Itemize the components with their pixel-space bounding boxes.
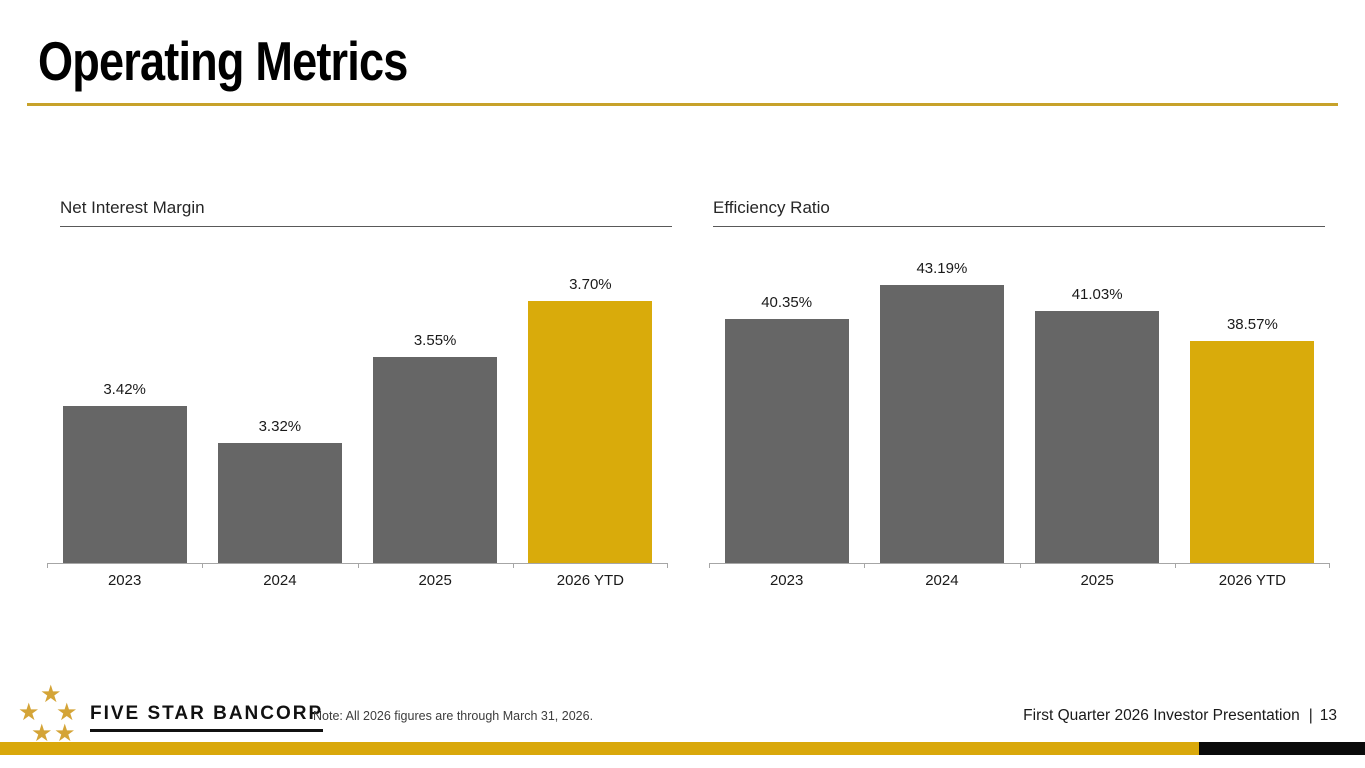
axis-tick — [202, 563, 204, 569]
net-interest-margin-plot-area: 3.42% 3.32% 3.55% 3.70% — [47, 264, 668, 569]
axis-tick — [512, 563, 514, 569]
page-number: 13 — [1319, 707, 1337, 724]
bar-2023 — [724, 319, 849, 564]
category-label: 2024 — [263, 572, 297, 590]
bar-2023 — [62, 405, 187, 564]
footer-separator: | — [1308, 707, 1313, 724]
category-label: 2023 — [769, 572, 804, 590]
efficiency-ratio-category-axis: 2023 2024 2025 2026 YTD — [709, 572, 1330, 589]
title-underline-rule — [27, 103, 1338, 106]
axis-tick — [357, 563, 359, 569]
bar-value-label: 3.42% — [103, 380, 146, 398]
stripe-gold-segment — [0, 742, 1199, 755]
five-star-logo: ★ ★ ★ ★ ★ — [18, 681, 90, 748]
star-icon: ★ — [18, 699, 40, 726]
axis-tick — [47, 563, 48, 569]
axis-tick — [667, 563, 668, 569]
category-label: 2024 — [925, 572, 959, 590]
category-label: 2023 — [107, 572, 142, 590]
category-label: 2025 — [418, 572, 452, 590]
presentation-title: First Quarter 2026 Investor Presentation — [1023, 707, 1300, 724]
star-icon: ★ — [56, 699, 78, 726]
net-interest-margin-category-axis: 2023 2024 2025 2026 YTD — [47, 572, 668, 589]
bar-value-label: 43.19% — [916, 260, 968, 278]
efficiency-ratio-plot-area: 40.35% 43.19% 41.03% 38.57% — [709, 260, 1330, 569]
bar-value-label: 3.70% — [569, 275, 612, 293]
category-label: 2026 YTD — [1218, 572, 1286, 590]
bar-2024 — [217, 443, 342, 564]
bar-2026-ytd — [528, 300, 653, 564]
bar-value-label: 38.57% — [1226, 315, 1278, 333]
star-icon: ★ — [40, 681, 62, 708]
efficiency-ratio-chart: Efficiency Ratio 40.35% 43.19% 41.03% 38.57… — [709, 198, 1330, 589]
footer-presentation-label: First Quarter 2026 Investor Presentation… — [1023, 707, 1337, 725]
axis-tick — [1019, 563, 1021, 569]
stripe-black-segment — [1199, 742, 1365, 755]
bar-2026-ytd — [1190, 340, 1315, 564]
axis-tick — [709, 563, 710, 569]
net-interest-margin-chart: Net Interest Margin 3.42% 3.32% 3.55% 3.70%… — [47, 198, 672, 589]
bar-2024 — [879, 285, 1004, 564]
category-label: 2025 — [1080, 572, 1114, 590]
category-label: 2026 YTD — [556, 572, 624, 590]
page-title: Operating Metrics — [38, 30, 408, 92]
bar-2025 — [1035, 311, 1160, 564]
star-icon: ★ — [31, 720, 53, 747]
bar-2025 — [373, 357, 498, 564]
bar-value-label: 3.55% — [413, 332, 457, 350]
chart-title-net-interest-margin: Net Interest Margin — [60, 198, 672, 228]
chart-title-efficiency-ratio: Efficiency Ratio — [713, 198, 1325, 228]
bar-value-label: 3.32% — [258, 418, 302, 436]
axis-tick — [1329, 563, 1330, 569]
company-logo-text: FIVE STAR BANCORP — [90, 703, 324, 732]
bar-value-label: 40.35% — [761, 294, 813, 312]
bar-value-label: 41.03% — [1071, 286, 1123, 303]
footnote: Note: All 2026 figures are through March… — [313, 709, 594, 723]
star-icon: ★ — [54, 720, 76, 747]
axis-tick — [1174, 563, 1176, 569]
axis-tick — [864, 563, 866, 569]
bottom-accent-stripe — [0, 742, 1365, 755]
